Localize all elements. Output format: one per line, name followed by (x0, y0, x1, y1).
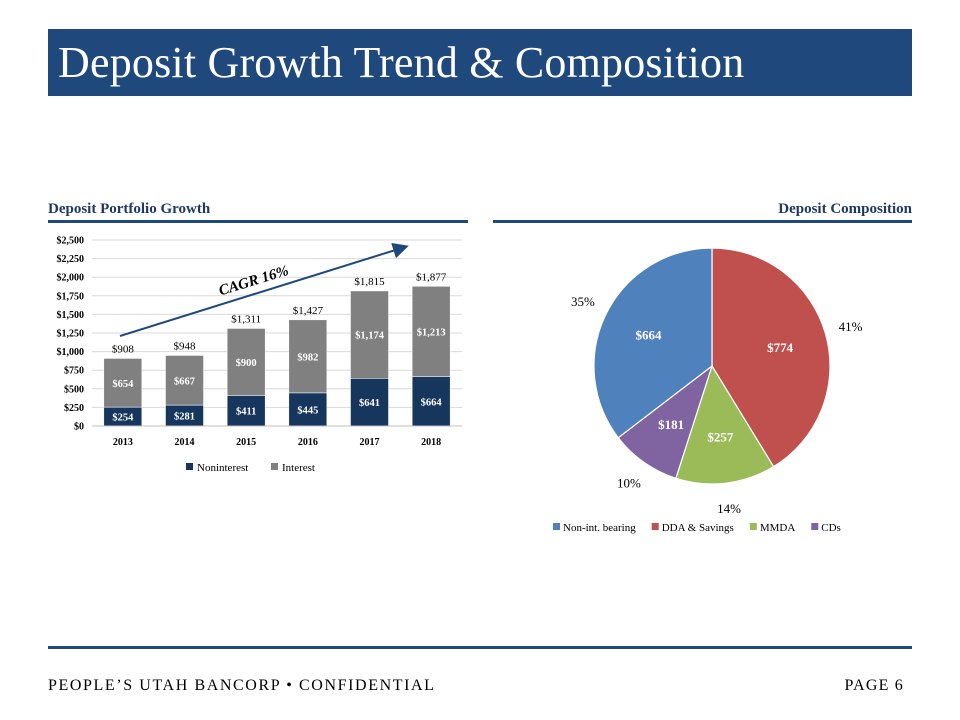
data-label-total: $1,427 (293, 305, 324, 317)
legend-swatch-non-int-bearing (553, 523, 560, 530)
pie-slice-non-int-bearing (593, 247, 713, 439)
bar-noninterest (226, 395, 266, 427)
y-tick-label: $750 (64, 366, 84, 377)
legend-swatch-interest (271, 463, 278, 470)
y-tick-label: $1,500 (57, 310, 85, 321)
footer-company: PEOPLE’S UTAH BANCORP • CONFIDENTIAL (48, 677, 436, 694)
x-tick-label: 2015 (236, 437, 256, 448)
pie-value-label: $257 (707, 429, 734, 444)
page-number: PAGE 6 (844, 677, 904, 694)
pie-slice-mmda (675, 364, 775, 485)
data-label-total: $1,311 (231, 313, 261, 325)
bar-noninterest (350, 378, 389, 427)
x-tick-label: 2014 (175, 437, 195, 448)
pie-percent-label: 35% (571, 294, 595, 309)
right-section-rule (493, 220, 912, 223)
y-tick-label: $500 (64, 384, 84, 395)
cagr-arrow (119, 242, 409, 337)
data-label-total: $1,815 (354, 276, 385, 288)
legend-swatch-cds (811, 523, 819, 530)
data-label-noninterest: $411 (236, 407, 256, 418)
left-section-rule (48, 220, 468, 223)
data-label-interest: $982 (297, 352, 318, 363)
data-label-noninterest: $281 (174, 412, 195, 423)
pie-percent-label: 41% (839, 319, 863, 334)
data-label-interest: $654 (112, 379, 134, 390)
data-label-interest: $1,174 (355, 331, 385, 342)
bar-interest (411, 286, 451, 377)
data-label-interest: $900 (236, 358, 257, 369)
y-tick-label: $1,750 (57, 291, 85, 302)
legend-label-cds: CDs (821, 522, 841, 534)
title-bar: Deposit Growth Trend & Composition (48, 29, 912, 96)
legend-label-non-int-bearing: Non-int. bearing (563, 522, 636, 534)
bar-noninterest (411, 376, 451, 427)
legend-swatch-dda-savings (651, 523, 659, 530)
bar-interest (226, 328, 266, 396)
data-label-noninterest: $254 (112, 413, 134, 424)
bar-interest (288, 319, 328, 394)
pie-value-label: $774 (767, 340, 794, 355)
legend-label-dda-savings: DDA & Savings (662, 522, 734, 534)
bar-interest (103, 358, 143, 408)
y-tick-label: $2,500 (57, 236, 85, 247)
data-label-noninterest: $664 (421, 397, 443, 408)
pie-slice-dda-savings (711, 247, 831, 468)
y-tick-label: $0 (74, 422, 84, 433)
x-tick-label: 2018 (421, 437, 441, 448)
data-label-total: $908 (112, 343, 135, 355)
y-tick-label: $1,000 (57, 347, 85, 358)
legend-label-interest: Interest (282, 462, 315, 474)
data-label-interest: $1,213 (417, 327, 446, 338)
x-tick-label: 2013 (113, 437, 133, 448)
data-label-noninterest: $641 (359, 398, 380, 409)
x-tick-label: 2017 (360, 437, 380, 448)
bar-noninterest (288, 392, 328, 427)
data-label-total: $1,877 (416, 271, 447, 283)
y-tick-label: $1,250 (57, 329, 85, 340)
pie-value-label: $181 (658, 417, 684, 432)
page-title: Deposit Growth Trend & Composition (58, 38, 745, 87)
data-label-total: $948 (174, 340, 197, 352)
pie-percent-label: 10% (617, 476, 641, 491)
pie-percent-label: 14% (717, 501, 741, 516)
y-tick-label: $250 (64, 403, 84, 414)
data-label-interest: $667 (174, 376, 195, 387)
pie-value-label: $664 (636, 328, 663, 343)
legend-swatch-noninterest (186, 463, 193, 470)
legend-label-noninterest: Noninterest (197, 462, 248, 474)
footer-rule (48, 646, 912, 649)
bar-interest (350, 290, 389, 379)
bar-interest (165, 355, 204, 406)
y-tick-label: $2,000 (57, 273, 85, 284)
legend-swatch-mmda (749, 523, 757, 530)
y-tick-label: $2,250 (57, 254, 85, 265)
left-section-title: Deposit Portfolio Growth (48, 201, 211, 217)
right-section-title: Deposit Composition (778, 201, 912, 217)
x-tick-label: 2016 (298, 437, 318, 448)
legend-label-mmda: MMDA (760, 522, 796, 534)
data-label-noninterest: $445 (297, 405, 318, 416)
